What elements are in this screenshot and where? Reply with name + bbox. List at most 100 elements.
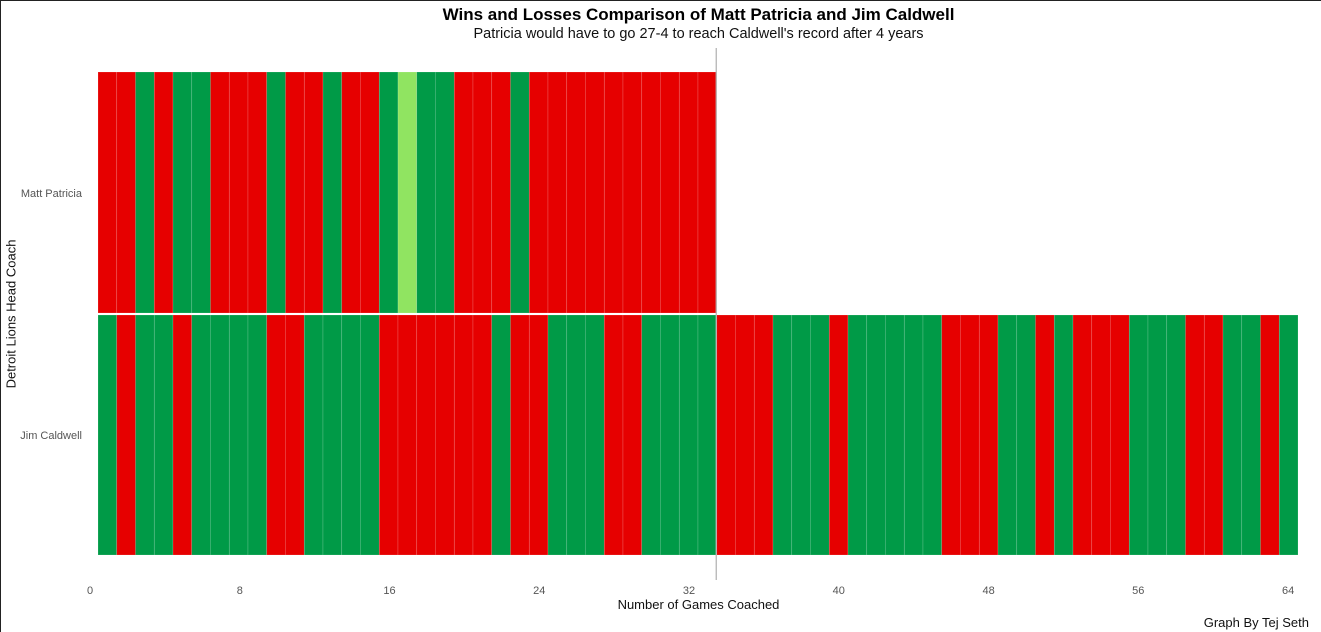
game-cell: [603, 71, 624, 314]
game-cell: [116, 314, 136, 556]
game-cell: [941, 314, 961, 556]
game-cell: [622, 314, 643, 556]
x-tick-label: 56: [1132, 585, 1144, 597]
game-cell: [1166, 314, 1186, 556]
game-cell: [491, 71, 511, 314]
game-cell: [641, 314, 661, 556]
game-cell: [1128, 314, 1149, 556]
y-tick-label: Jim Caldwell: [20, 430, 82, 442]
game-cell: [435, 71, 455, 314]
x-tick-label: 64: [1282, 585, 1294, 597]
game-cell: [491, 314, 511, 556]
game-cell: [228, 71, 249, 314]
game-cell: [266, 314, 286, 556]
game-cell: [603, 314, 624, 556]
game-cell: [303, 71, 324, 314]
game-cell: [435, 314, 455, 556]
game-cell: [153, 314, 174, 556]
game-cell: [1203, 314, 1224, 556]
y-tick-label: Matt Patricia: [21, 188, 83, 200]
game-cell: [547, 71, 568, 314]
game-cell: [510, 314, 530, 556]
game-cell: [903, 314, 924, 556]
x-tick-label: 8: [237, 585, 243, 597]
game-cell: [528, 314, 549, 556]
game-cell: [660, 71, 680, 314]
game-cell: [378, 71, 399, 314]
game-cell: [585, 314, 605, 556]
game-cell: [322, 314, 343, 556]
x-tick-label: 32: [683, 585, 695, 597]
game-cell: [416, 71, 436, 314]
game-cell: [191, 71, 211, 314]
game-cell: [791, 314, 811, 556]
game-cell: [1110, 314, 1130, 556]
game-cell: [472, 71, 493, 314]
game-cell: [772, 314, 793, 556]
game-cell: [247, 314, 268, 556]
game-cell: [1185, 314, 1205, 556]
game-cell: [828, 314, 849, 556]
game-cell: [172, 71, 193, 314]
game-cell: [1241, 314, 1261, 556]
game-cell: [228, 314, 249, 556]
game-cell: [191, 314, 211, 556]
game-cell: [622, 71, 643, 314]
game-cell: [885, 314, 905, 556]
game-cell: [210, 71, 230, 314]
game-cell: [585, 71, 605, 314]
game-cell: [360, 71, 380, 314]
game-cell: [397, 71, 418, 314]
credit-caption: Graph By Tej Seth: [1203, 615, 1309, 630]
game-cell: [341, 71, 361, 314]
game-cell: [97, 314, 118, 556]
game-cell: [116, 71, 136, 314]
game-cell: [547, 314, 568, 556]
x-tick-label: 48: [982, 585, 994, 597]
game-cell: [978, 314, 999, 556]
game-cell: [378, 314, 399, 556]
game-cell: [1072, 314, 1093, 556]
game-cell: [453, 71, 474, 314]
game-cell: [528, 71, 549, 314]
game-cell: [716, 314, 736, 556]
game-cell: [810, 314, 830, 556]
game-cell: [697, 71, 718, 314]
x-tick-label: 24: [533, 585, 545, 597]
game-cell: [285, 314, 305, 556]
game-cell: [922, 314, 943, 556]
game-cell: [566, 314, 586, 556]
game-cell: [1035, 314, 1055, 556]
game-cell: [303, 314, 324, 556]
game-cell: [1091, 314, 1111, 556]
game-cell: [866, 314, 886, 556]
game-cell: [735, 314, 755, 556]
game-cell: [960, 314, 980, 556]
game-cell: [1222, 314, 1243, 556]
game-cell: [566, 71, 586, 314]
game-cell: [416, 314, 436, 556]
game-cell: [1147, 314, 1168, 556]
game-cell: [660, 314, 680, 556]
game-cell: [266, 71, 286, 314]
game-cell: [510, 71, 530, 314]
game-cell: [1053, 314, 1074, 556]
game-cell: [97, 71, 118, 314]
game-cell: [1260, 314, 1280, 556]
game-cell: [285, 71, 305, 314]
game-cell: [1016, 314, 1036, 556]
game-cell: [753, 314, 774, 556]
chart-subtitle: Patricia would have to go 27-4 to reach …: [473, 26, 924, 42]
game-cell: [322, 71, 343, 314]
x-tick-label: 40: [833, 585, 845, 597]
game-cell: [678, 314, 699, 556]
game-cell: [847, 314, 868, 556]
game-cell: [247, 71, 268, 314]
x-axis-label: Number of Games Coached: [617, 597, 780, 612]
game-cell: [997, 314, 1018, 556]
game-cell: [397, 314, 418, 556]
game-cell: [472, 314, 493, 556]
game-cell: [1278, 314, 1299, 556]
